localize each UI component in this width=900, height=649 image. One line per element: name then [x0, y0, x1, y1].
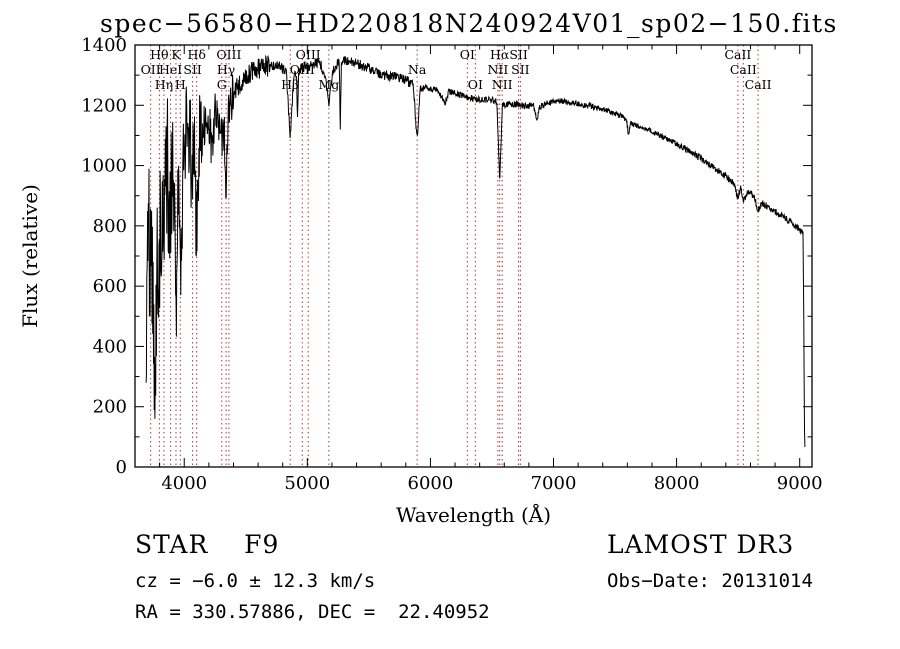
y-tick-label: 1200 [81, 95, 127, 116]
spectral-line-label: OIII [296, 47, 321, 62]
spectral-line-label: SII [509, 47, 528, 62]
x-tick-label: 5000 [284, 473, 330, 494]
spectral-line-label: OIII [216, 47, 241, 62]
spectral-line-label: G [217, 77, 227, 92]
cz-text: cz = −6.0 ± 12.3 km/s [135, 570, 376, 592]
spectral-line-label: Hη [155, 77, 173, 92]
plot-box [134, 44, 813, 468]
y-axis-label: Flux (relative) [18, 184, 42, 328]
spectral-line-label: CaII [724, 47, 751, 62]
plot-title: spec−56580−HD220818N240924V01_sp02−150.f… [100, 9, 838, 38]
y-tick-label: 600 [93, 276, 127, 297]
spectral-line-label: CaII [745, 77, 772, 92]
spectral-line-label: SII [511, 62, 530, 77]
spectral-line-label: OII [141, 62, 161, 77]
spectral-line-label: K [171, 47, 181, 62]
spectral-line-label: OI [460, 47, 475, 62]
y-tick-label: 1400 [81, 35, 127, 56]
spectral-line-label: NII [487, 62, 508, 77]
y-tick-label: 0 [116, 457, 127, 478]
spectral-line-label: Hα [490, 47, 510, 62]
y-tick-label: 400 [93, 336, 127, 357]
spectral-line-label: Mg [318, 77, 339, 92]
spectral-line-label: Hδ [187, 47, 205, 62]
x-tick-label: 8000 [654, 473, 700, 494]
spectral-line-label: CaII [730, 62, 757, 77]
x-tick-label: 4000 [161, 473, 207, 494]
spectral-line-label: SII [183, 62, 202, 77]
object-class-text: STAR F9 [135, 530, 280, 559]
spectral-line-label: H [175, 77, 186, 92]
spectral-line-label: OIII [290, 62, 315, 77]
spectral-line-label: NII [492, 77, 513, 92]
spectral-line-label: HeI [159, 62, 182, 77]
obs-date-text: Obs−Date: 20131014 [607, 570, 813, 592]
spectral-line-label: Hθ [150, 47, 168, 62]
spectral-line-label: Hγ [217, 62, 235, 77]
ra-dec-text: RA = 330.57886, DEC = 22.40952 [135, 601, 490, 623]
spectrum-trace [145, 54, 806, 448]
spectral-line-label: Hβ [281, 77, 299, 92]
spectral-line-label: OI [468, 77, 483, 92]
x-axis-label: Wavelength (Å) [395, 503, 552, 527]
survey-text: LAMOST DR3 [607, 530, 795, 559]
x-tick-label: 9000 [777, 473, 823, 494]
x-tick-label: 7000 [531, 473, 577, 494]
y-tick-label: 1000 [81, 156, 127, 177]
x-tick-label: 6000 [408, 473, 454, 494]
y-tick-label: 800 [93, 216, 127, 237]
spectral-line-label: Na [408, 62, 427, 77]
y-tick-label: 200 [93, 397, 127, 418]
